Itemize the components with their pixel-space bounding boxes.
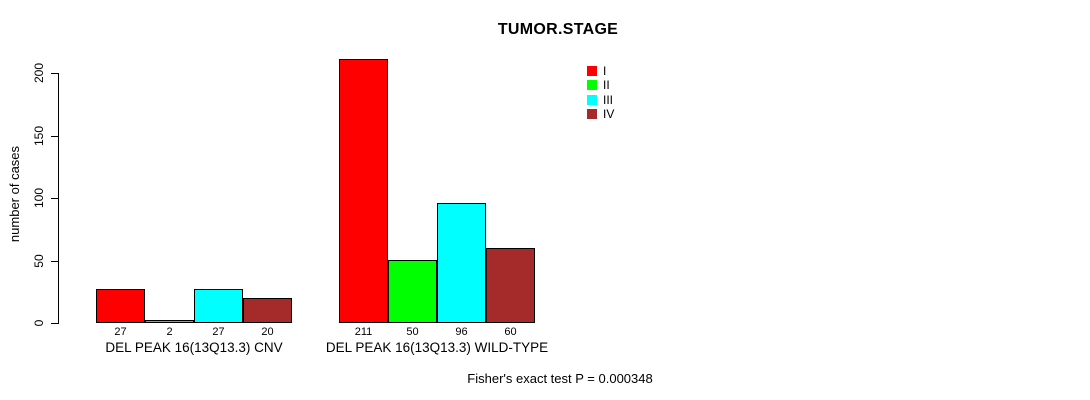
y-tick-label: 50 (32, 254, 46, 268)
bar-stage-iv-group1 (243, 298, 292, 323)
y-tick-label: 0 (32, 319, 46, 327)
bar-value-label: 2 (166, 326, 173, 338)
bar-value-label: 27 (212, 326, 225, 338)
bar-value-label: 27 (114, 326, 127, 338)
legend-item-iv: IV (587, 107, 614, 121)
legend-label: II (603, 78, 610, 93)
y-tick-label: 100 (32, 187, 46, 209)
y-tick-label: 150 (32, 125, 46, 147)
legend: I II III IV (587, 64, 614, 121)
legend-swatch-icon (587, 80, 597, 91)
bar-value-label: 211 (354, 326, 373, 338)
y-tick-label: 200 (32, 62, 46, 84)
bar-value-label: 96 (455, 326, 468, 338)
legend-label: I (603, 64, 607, 79)
bar-stage-ii-group1 (145, 320, 194, 323)
bar-stage-iii-group1 (194, 289, 243, 323)
x-category-label: DEL PEAK 16(13Q13.3) CNV (105, 340, 283, 355)
y-axis-tick (51, 136, 58, 137)
legend-swatch-icon (587, 94, 597, 105)
legend-label: III (603, 92, 614, 107)
legend-item-iii: III (587, 93, 614, 107)
y-axis-tick (51, 198, 58, 199)
y-axis-tick (51, 261, 58, 262)
chart-title: TUMOR.STAGE (497, 21, 619, 38)
y-axis-tick (51, 323, 58, 324)
legend-swatch-icon (587, 109, 597, 120)
legend-label: IV (603, 107, 615, 122)
legend-item-i: I (587, 64, 614, 78)
x-category-label: DEL PEAK 16(13Q13.3) WILD-TYPE (325, 340, 549, 355)
bar-stage-iii-group2 (437, 203, 486, 323)
annotation-fisher-test: Fisher's exact test P = 0.000348 (467, 371, 653, 386)
bar-value-label: 20 (261, 326, 274, 338)
bar-stage-iv-group2 (486, 248, 535, 323)
bar-stage-i-group2 (339, 59, 388, 323)
bar-stage-ii-group2 (388, 260, 437, 323)
y-axis-line (58, 73, 59, 324)
bar-stage-i-group1 (96, 289, 145, 323)
bar-value-label: 50 (406, 326, 419, 338)
legend-item-ii: II (587, 78, 614, 92)
legend-swatch-icon (587, 66, 597, 77)
bar-value-label: 60 (504, 326, 517, 338)
y-axis-tick (51, 73, 58, 74)
